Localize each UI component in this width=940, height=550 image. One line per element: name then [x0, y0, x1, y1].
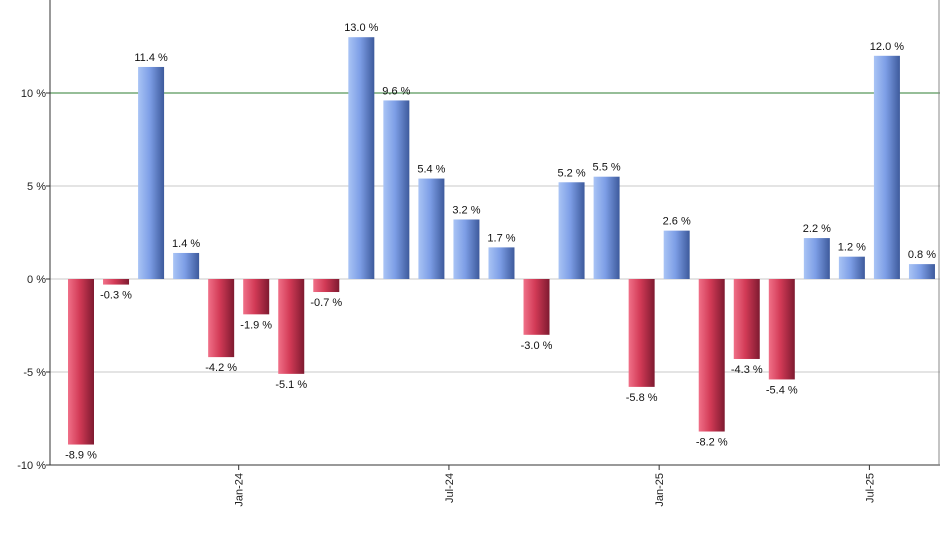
bar	[418, 178, 445, 279]
bar	[68, 279, 94, 445]
bar	[558, 182, 585, 279]
y-tick-label: 10 %	[21, 88, 46, 100]
y-tick-label: 5 %	[27, 181, 46, 193]
data-label: 2.6 %	[663, 216, 691, 228]
data-label: -8.2 %	[696, 437, 728, 449]
bar	[453, 219, 480, 279]
bar	[348, 37, 375, 280]
x-tick-label: Jan-24	[234, 473, 246, 507]
data-label: -1.9 %	[240, 319, 272, 331]
data-label: 3.2 %	[452, 204, 480, 216]
bar	[803, 238, 830, 279]
bar	[698, 279, 725, 432]
data-label: -3.0 %	[521, 340, 553, 352]
bar	[138, 66, 165, 280]
data-label: 11.4 %	[134, 52, 168, 64]
bar	[313, 279, 340, 293]
data-label: -4.3 %	[731, 364, 763, 376]
y-tick-label: -5 %	[23, 367, 46, 379]
data-label: 1.7 %	[487, 232, 515, 244]
data-label: -5.8 %	[626, 392, 658, 404]
x-tick-label: Jul-24	[444, 473, 456, 503]
data-label: 1.2 %	[838, 242, 866, 254]
data-label: -5.1 %	[275, 379, 307, 391]
data-label: 5.5 %	[593, 162, 621, 174]
x-tick-label: Jan-25	[654, 473, 666, 507]
bar	[278, 279, 305, 374]
data-label: 12.0 %	[870, 41, 904, 53]
data-label: 2.2 %	[803, 223, 831, 235]
bar	[663, 230, 690, 279]
bar	[383, 100, 410, 279]
data-label: 1.4 %	[172, 238, 200, 250]
data-label: 5.4 %	[417, 164, 445, 176]
data-label: 9.6 %	[382, 85, 410, 97]
bar	[523, 279, 550, 335]
data-label: -8.9 %	[65, 450, 97, 462]
x-tick-label: Jul-25	[864, 473, 876, 503]
data-label: -4.2 %	[205, 362, 237, 374]
bar	[908, 264, 935, 279]
bars	[68, 37, 935, 445]
bar	[103, 279, 130, 285]
data-label: -0.7 %	[310, 297, 342, 309]
bar	[593, 176, 620, 279]
bar	[873, 55, 900, 279]
bar	[628, 279, 655, 387]
bar	[173, 252, 200, 279]
bar	[768, 279, 795, 380]
bar	[208, 279, 235, 358]
y-tick-label: 0 %	[27, 274, 46, 286]
data-label: -5.4 %	[766, 384, 798, 396]
bar	[733, 279, 760, 359]
bar	[243, 279, 270, 315]
data-label: 13.0 %	[344, 22, 378, 34]
bar	[838, 256, 865, 279]
bar	[488, 247, 515, 279]
data-label: -0.3 %	[100, 290, 132, 302]
labels: 10 % 5 % 0 % -5 % -10 % -8.9 % -0.3 % 11.4 % 1.4…	[17, 22, 936, 506]
axes	[46, 0, 940, 470]
data-label: 5.2 %	[557, 167, 585, 179]
data-label: 0.8 %	[908, 249, 936, 261]
y-tick-label: -10 %	[17, 460, 46, 472]
